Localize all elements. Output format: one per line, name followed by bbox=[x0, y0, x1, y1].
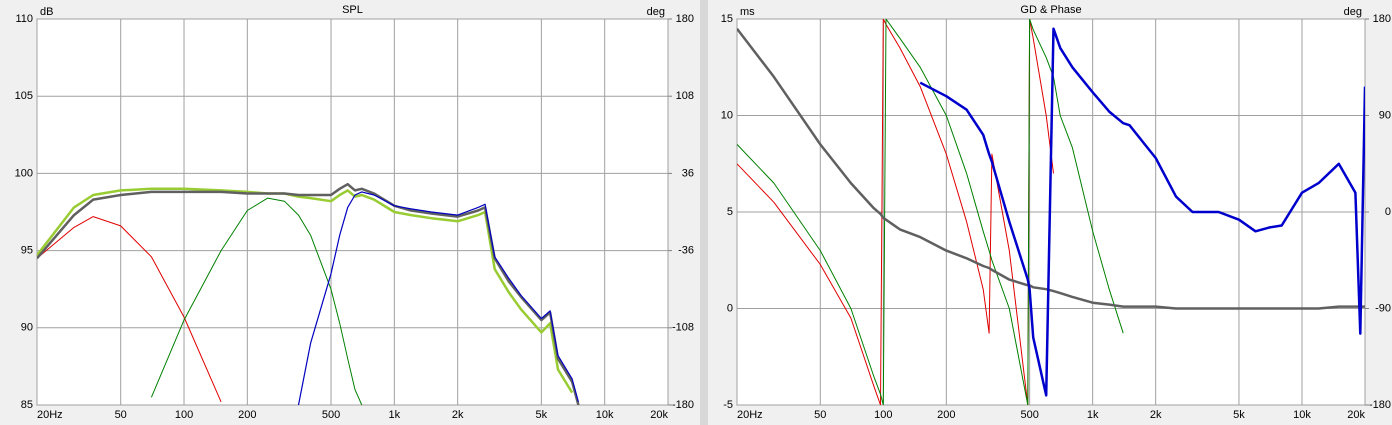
x-tick-label: 200 bbox=[238, 409, 256, 421]
series-line bbox=[297, 191, 579, 405]
y2-tick-label: 0 bbox=[1385, 206, 1391, 218]
y-tick-label: 95 bbox=[21, 245, 33, 257]
x-tick-label: 10k bbox=[1293, 409, 1311, 421]
x-tick-label: 20Hz bbox=[37, 409, 63, 421]
x-tick-label: 5k bbox=[1233, 409, 1245, 421]
x-tick-label: 50 bbox=[115, 409, 127, 421]
series-line bbox=[919, 27, 1365, 397]
x-tick-label: 2k bbox=[1150, 409, 1162, 421]
x-tick-label: 20Hz bbox=[737, 409, 763, 421]
y-tick-label: 5 bbox=[727, 206, 733, 218]
plot-area bbox=[36, 18, 669, 406]
y-tick-label: 105 bbox=[15, 90, 33, 102]
y-tick-label: 90 bbox=[21, 322, 33, 334]
y-tick-label: -5 bbox=[723, 399, 733, 411]
x-tick-label: 2k bbox=[452, 409, 464, 421]
y-axis-label: ms bbox=[740, 6, 755, 18]
series-line bbox=[37, 216, 222, 403]
y2-tick-label: -180 bbox=[1369, 399, 1391, 411]
x-tick-label: 100 bbox=[175, 409, 193, 421]
series-line bbox=[737, 19, 1124, 405]
series-line bbox=[37, 187, 574, 394]
y2-tick-label: -108 bbox=[672, 322, 694, 334]
x-tick-label: 10k bbox=[596, 409, 614, 421]
x-tick-label: 1k bbox=[1087, 409, 1099, 421]
y2-tick-label: 180 bbox=[1373, 13, 1391, 25]
x-tick-label: 50 bbox=[814, 409, 826, 421]
y2-tick-label: 36 bbox=[682, 167, 694, 179]
x-tick-label: 100 bbox=[874, 409, 892, 421]
x-tick-label: 500 bbox=[322, 409, 340, 421]
y-tick-label: 110 bbox=[15, 13, 33, 25]
series-line bbox=[150, 197, 363, 405]
y2-axis-label: deg bbox=[1344, 6, 1362, 18]
x-tick-label: 20k bbox=[1347, 409, 1365, 421]
divider bbox=[700, 0, 708, 425]
y2-tick-label: -180 bbox=[672, 399, 694, 411]
series-line bbox=[37, 182, 580, 405]
chart-title: SPL bbox=[342, 4, 363, 16]
x-tick-label: 5k bbox=[536, 409, 548, 421]
x-tick-label: 20k bbox=[650, 409, 668, 421]
x-tick-label: 1k bbox=[389, 409, 401, 421]
x-tick-label: 500 bbox=[1020, 409, 1038, 421]
y-tick-label: 10 bbox=[721, 109, 733, 121]
series-line bbox=[737, 27, 1365, 310]
chart-title: GD & Phase bbox=[1020, 4, 1081, 16]
y-tick-label: 15 bbox=[721, 13, 733, 25]
y2-tick-label: 180 bbox=[676, 13, 694, 25]
y2-tick-label: 108 bbox=[676, 90, 694, 102]
y-tick-label: 0 bbox=[727, 302, 733, 314]
y2-tick-label: 90 bbox=[1379, 109, 1391, 121]
y2-tick-label: -36 bbox=[678, 245, 694, 257]
y-tick-label: 85 bbox=[21, 399, 33, 411]
y-axis-label: dB bbox=[40, 6, 53, 18]
y2-axis-label: deg bbox=[647, 6, 665, 18]
x-tick-label: 200 bbox=[937, 409, 955, 421]
y2-tick-label: -90 bbox=[1375, 302, 1391, 314]
y-tick-label: 100 bbox=[15, 167, 33, 179]
